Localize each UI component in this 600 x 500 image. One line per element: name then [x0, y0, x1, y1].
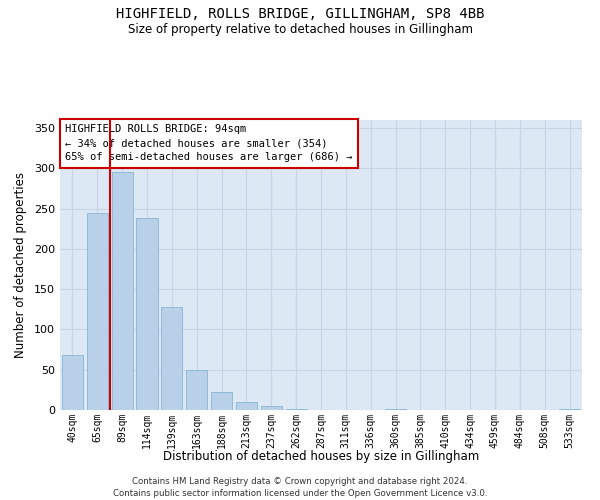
- Bar: [161, 307, 182, 410]
- Text: HIGHFIELD, ROLLS BRIDGE, GILLINGHAM, SP8 4BB: HIGHFIELD, ROLLS BRIDGE, GILLINGHAM, SP8…: [116, 8, 484, 22]
- Bar: [87, 212, 108, 410]
- Text: Distribution of detached houses by size in Gillingham: Distribution of detached houses by size …: [163, 450, 479, 463]
- Bar: [261, 406, 282, 410]
- Bar: [236, 402, 257, 410]
- Bar: [136, 218, 158, 410]
- Text: Contains HM Land Registry data © Crown copyright and database right 2024.: Contains HM Land Registry data © Crown c…: [132, 478, 468, 486]
- Text: Contains public sector information licensed under the Open Government Licence v3: Contains public sector information licen…: [113, 489, 487, 498]
- Text: Size of property relative to detached houses in Gillingham: Size of property relative to detached ho…: [128, 22, 473, 36]
- Bar: [559, 409, 580, 410]
- Bar: [62, 355, 83, 410]
- Bar: [186, 370, 207, 410]
- Bar: [286, 409, 307, 410]
- Text: HIGHFIELD ROLLS BRIDGE: 94sqm
← 34% of detached houses are smaller (354)
65% of : HIGHFIELD ROLLS BRIDGE: 94sqm ← 34% of d…: [65, 124, 353, 162]
- Bar: [385, 409, 406, 410]
- Bar: [211, 392, 232, 410]
- Y-axis label: Number of detached properties: Number of detached properties: [14, 172, 27, 358]
- Bar: [112, 172, 133, 410]
